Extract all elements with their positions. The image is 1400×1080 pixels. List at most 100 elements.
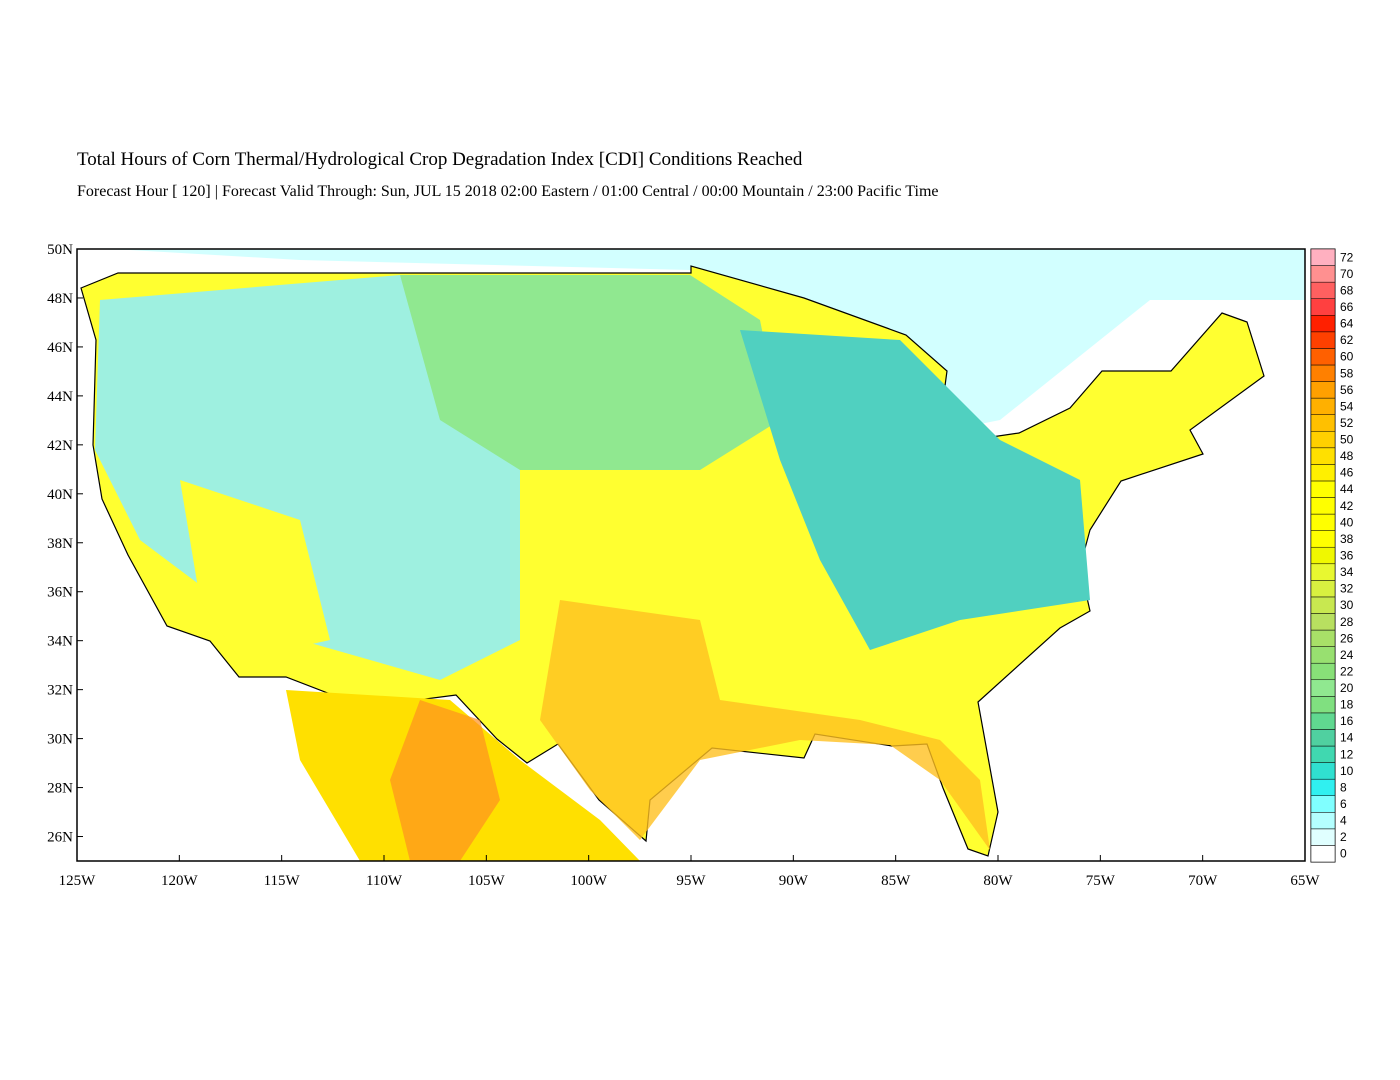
colorbar-label: 34 bbox=[1340, 565, 1354, 579]
colorbar-swatch bbox=[1310, 513, 1336, 531]
southwest-yellow bbox=[180, 480, 330, 660]
colorbar-swatch bbox=[1310, 762, 1336, 780]
colorbar-swatch bbox=[1310, 414, 1336, 432]
colorbar-swatch bbox=[1310, 281, 1336, 299]
colorbar-swatch bbox=[1310, 530, 1336, 548]
y-tick-label: 26N bbox=[47, 830, 73, 846]
colorbar-label: 26 bbox=[1340, 631, 1354, 645]
title: Total Hours of Corn Thermal/Hydrological… bbox=[77, 149, 803, 170]
colorbar-swatch bbox=[1310, 265, 1336, 283]
y-tick-label: 30N bbox=[47, 732, 73, 748]
colorbar-swatch bbox=[1310, 613, 1336, 631]
colorbar-swatch bbox=[1310, 696, 1336, 714]
colorbar-label: 6 bbox=[1340, 797, 1347, 811]
colorbar-swatch bbox=[1310, 447, 1336, 465]
x-tick-label: 100W bbox=[570, 873, 608, 889]
colorbar-label: 24 bbox=[1340, 648, 1354, 662]
colorbar-swatch bbox=[1310, 662, 1336, 681]
colorbar-label: 70 bbox=[1340, 267, 1354, 281]
colorbar-label: 2 bbox=[1340, 830, 1347, 844]
colorbar-swatch bbox=[1310, 315, 1336, 333]
gulf-orange bbox=[540, 600, 990, 850]
x-tick-label: 110W bbox=[366, 873, 403, 889]
subtitle: Forecast Hour [ 120] | Forecast Valid Th… bbox=[77, 183, 939, 200]
x-tick-label: 65W bbox=[1290, 873, 1320, 889]
colorbar-swatch bbox=[1310, 580, 1336, 598]
colorbar-swatch bbox=[1310, 812, 1336, 830]
colorbar-label: 50 bbox=[1340, 433, 1354, 447]
colorbar-swatch bbox=[1310, 464, 1336, 482]
colorbar-swatch bbox=[1310, 563, 1336, 581]
east-cyan bbox=[740, 330, 1090, 650]
y-tick-label: 40N bbox=[47, 487, 73, 503]
colorbar-label: 36 bbox=[1340, 549, 1354, 563]
y-tick-label: 34N bbox=[47, 634, 73, 650]
colorbar-swatch bbox=[1310, 348, 1336, 366]
colorbar-label: 14 bbox=[1340, 731, 1354, 745]
colorbar-label: 38 bbox=[1340, 532, 1354, 546]
colorbar-swatch bbox=[1310, 364, 1336, 382]
x-tick-label: 90W bbox=[779, 873, 809, 889]
colorbar-swatch bbox=[1310, 381, 1336, 399]
x-tick-label: 115W bbox=[264, 873, 301, 889]
colorbar-label: 8 bbox=[1340, 780, 1347, 794]
colorbar-label: 12 bbox=[1340, 747, 1354, 761]
colorbar-swatch bbox=[1310, 629, 1336, 647]
colorbar-label: 46 bbox=[1340, 466, 1354, 480]
x-tick-label: 95W bbox=[676, 873, 706, 889]
north-plains-green bbox=[400, 275, 780, 470]
x-tick-label: 85W bbox=[881, 873, 911, 889]
x-tick-label: 80W bbox=[983, 873, 1013, 889]
canada-field bbox=[77, 249, 1305, 440]
colorbar-swatch bbox=[1310, 778, 1336, 796]
colorbar-label: 10 bbox=[1340, 764, 1354, 778]
colorbar-label: 16 bbox=[1340, 714, 1354, 728]
colorbar-label: 0 bbox=[1340, 847, 1347, 861]
y-tick-label: 42N bbox=[47, 438, 73, 454]
y-tick-label: 38N bbox=[47, 536, 73, 552]
y-tick-label: 28N bbox=[47, 781, 73, 797]
colorbar-label: 42 bbox=[1340, 499, 1354, 513]
colorbar-label: 52 bbox=[1340, 416, 1354, 430]
colorbar-label: 66 bbox=[1340, 300, 1354, 314]
colorbar-label: 72 bbox=[1340, 250, 1354, 264]
colorbar-swatch bbox=[1310, 331, 1336, 349]
colorbar-label: 58 bbox=[1340, 366, 1354, 380]
colorbar-swatch bbox=[1310, 845, 1336, 863]
colorbar-swatch bbox=[1310, 745, 1336, 763]
y-tick-label: 48N bbox=[47, 291, 73, 307]
y-tick-label: 32N bbox=[47, 683, 73, 699]
colorbar-swatch bbox=[1310, 480, 1336, 498]
colorbar-label: 48 bbox=[1340, 449, 1354, 463]
x-tick-label: 70W bbox=[1188, 873, 1218, 889]
x-tick-label: 125W bbox=[59, 873, 97, 889]
x-tick-label: 75W bbox=[1086, 873, 1116, 889]
colorbar-swatch bbox=[1310, 397, 1336, 415]
colorbar-swatch bbox=[1310, 795, 1336, 813]
colorbar-label: 32 bbox=[1340, 582, 1354, 596]
x-tick-label: 120W bbox=[161, 873, 199, 889]
y-tick-label: 50N bbox=[47, 242, 73, 258]
colorbar-swatch bbox=[1310, 729, 1336, 747]
colorbar-label: 68 bbox=[1340, 283, 1354, 297]
colorbar-swatch bbox=[1310, 546, 1336, 565]
colorbar-label: 28 bbox=[1340, 615, 1354, 629]
colorbar-swatch bbox=[1310, 679, 1336, 697]
colorbar-swatch bbox=[1310, 712, 1336, 730]
y-tick-label: 44N bbox=[47, 389, 73, 405]
colorbar-label: 40 bbox=[1340, 515, 1354, 529]
colorbar-swatch bbox=[1310, 430, 1336, 449]
y-tick-label: 46N bbox=[47, 340, 73, 356]
y-tick-label: 36N bbox=[47, 585, 73, 601]
colorbar-swatch bbox=[1310, 248, 1336, 266]
colorbar-swatch bbox=[1310, 828, 1336, 846]
map-area bbox=[76, 248, 1306, 862]
colorbar-label: 54 bbox=[1340, 399, 1354, 413]
colorbar-label: 44 bbox=[1340, 482, 1354, 496]
colorbar-label: 22 bbox=[1340, 664, 1354, 678]
colorbar-label: 64 bbox=[1340, 317, 1354, 331]
x-tick-label: 105W bbox=[468, 873, 506, 889]
colorbar-swatch bbox=[1310, 646, 1336, 664]
